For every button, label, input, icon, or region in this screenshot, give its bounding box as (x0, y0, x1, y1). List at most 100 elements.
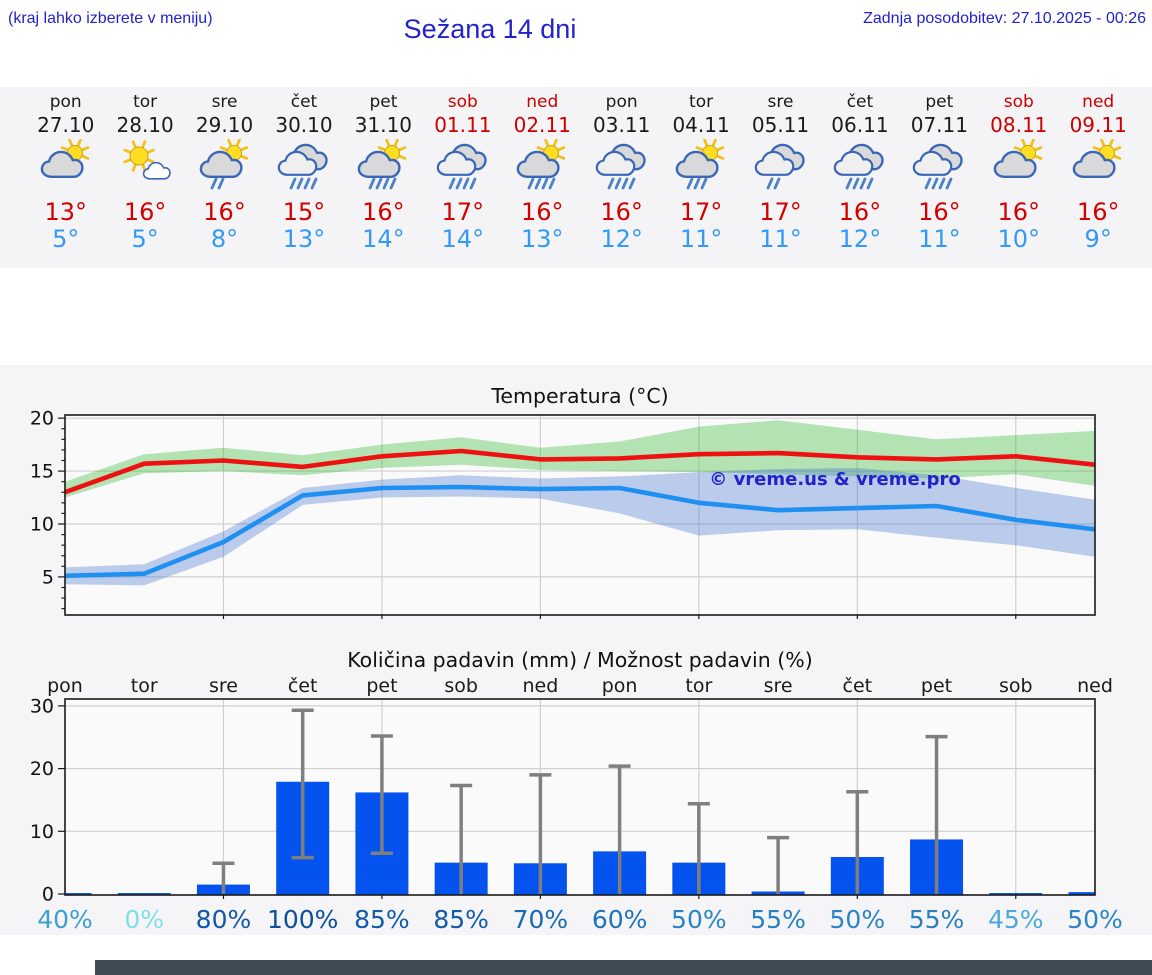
precip-ytick: 20 (30, 758, 54, 780)
day-column: sre 29.10 16° 8° (185, 87, 264, 268)
day-column: čet 06.11 16° 12° (820, 87, 899, 268)
sun-cloud-rain-icon (675, 138, 725, 190)
precip-chart-title: Količina padavin (mm) / Možnost padavin … (347, 648, 812, 672)
weather-icon-wrap (26, 138, 105, 193)
high-temp: 16° (520, 198, 564, 226)
temp-ytick: 5 (42, 566, 54, 588)
clouds-rain-icon (436, 143, 487, 190)
precip-ytick: 0 (42, 884, 54, 906)
day-column: pon 03.11 16° 12° (582, 87, 661, 268)
high-temp: 16° (838, 198, 882, 226)
high-temp: 16° (123, 198, 167, 226)
precip-percent-label: 50% (671, 905, 727, 934)
precip-day-label: sre (764, 675, 793, 697)
precip-day-label: ned (1077, 675, 1113, 697)
high-temp: 13° (44, 198, 87, 226)
precip-bar (1068, 892, 1095, 895)
day-date: 31.10 (354, 113, 413, 137)
low-temp: 10° (997, 225, 1041, 253)
charts-figure: 5 10 15 20 Temperatura (°C) © vreme.us & vrem… (0, 365, 1152, 935)
day-date: 03.11 (593, 113, 651, 137)
high-temp: 17° (679, 198, 723, 226)
day-column: ned 09.11 16° 9° (1058, 87, 1137, 268)
weather-icon-wrap (979, 138, 1058, 193)
weather-icon-wrap (503, 138, 582, 193)
day-date: 28.10 (116, 113, 174, 137)
day-date: 09.11 (1069, 113, 1127, 137)
high-temp: 17° (441, 198, 485, 226)
temp-ytick: 20 (30, 408, 54, 430)
precip-percent-label: 60% (592, 905, 648, 934)
precip-ytick: 10 (30, 821, 54, 843)
weather-icon-wrap (1058, 138, 1137, 193)
day-column: pon 27.10 13° 5° (26, 87, 105, 268)
sun-cloud-rain-icon (358, 138, 407, 190)
low-temp: 8° (210, 225, 239, 253)
low-temp: 5° (52, 225, 80, 253)
sun-small-cloud-icon (123, 140, 171, 180)
day-date: 01.11 (434, 113, 492, 137)
clouds-rain-icon (913, 143, 964, 190)
forecast-strip: pon 27.10 13° 5° tor 28.10 16° 5° sre 29.10 16°… (0, 87, 1152, 268)
clouds-light-rain-icon (754, 143, 805, 190)
day-column: čet 30.10 15° 13° (264, 87, 343, 268)
day-name: ned (1082, 92, 1115, 112)
day-name: pet (925, 92, 954, 112)
high-temp: 16° (997, 198, 1041, 226)
precip-day-label: pet (366, 675, 397, 697)
precip-percent-label: 80% (196, 905, 252, 934)
weather-icon-wrap (105, 139, 184, 193)
low-temp: 13° (520, 225, 564, 253)
day-date: 04.11 (672, 113, 730, 137)
precip-day-label: tor (685, 675, 712, 697)
high-temp: 16° (918, 198, 961, 226)
weather-icon-wrap (820, 139, 899, 193)
sun-cloud-icon (1072, 138, 1122, 178)
day-name: sob (447, 92, 478, 112)
day-date: 29.10 (195, 113, 254, 137)
precip-day-label: pet (921, 675, 952, 697)
weather-icon-wrap (264, 139, 343, 193)
last-update: Zadnja posodobitev: 27.10.2025 - 00:26 (863, 10, 1146, 27)
precip-percent-label: 85% (354, 905, 410, 934)
day-column: tor 04.11 17° 11° (661, 87, 740, 268)
high-temp: 15° (282, 198, 326, 226)
day-name: pet (369, 92, 398, 112)
precip-percent-label: 40% (37, 905, 93, 934)
day-name: sre (767, 92, 794, 112)
day-date: 05.11 (751, 113, 810, 137)
precip-day-label: čet (288, 675, 318, 697)
precip-ytick: 30 (30, 695, 54, 717)
high-temp: 16° (1076, 198, 1120, 226)
day-name: pon (605, 92, 638, 112)
precip-day-label: tor (131, 675, 158, 697)
max-temp-line (65, 448, 1095, 495)
min-temp-line (65, 484, 1095, 579)
temp-chart-title: Temperatura (°C) (490, 384, 668, 408)
day-date: 02.11 (513, 113, 571, 137)
day-name: pon (49, 92, 82, 112)
low-temp: 11° (918, 225, 961, 253)
weather-icon-wrap (344, 138, 423, 193)
weather-icon-wrap (900, 139, 979, 193)
precip-percent-label: 55% (909, 905, 965, 934)
day-column: sob 08.11 16° 10° (979, 87, 1058, 268)
clouds-rain-icon (277, 143, 328, 190)
clouds-rain-icon (595, 143, 646, 190)
low-temp: 12° (600, 225, 643, 253)
low-temp: 9° (1084, 225, 1112, 253)
day-column: pet 07.11 16° 11° (900, 87, 979, 268)
precip-day-label: čet (843, 675, 873, 697)
precip-percent-label: 0% (124, 905, 164, 934)
location-hint: (kraj lahko izberete v meniju) (8, 10, 213, 27)
day-date: 30.10 (275, 113, 333, 137)
precip-bar (117, 893, 171, 895)
bottom-bar (95, 960, 1152, 975)
clouds-rain-icon (833, 143, 884, 190)
day-name: čet (846, 92, 874, 112)
precip-day-label: sre (209, 675, 238, 697)
day-column: tor 28.10 16° 5° (105, 87, 184, 268)
high-temp: 16° (362, 198, 405, 226)
day-name: tor (689, 92, 714, 112)
